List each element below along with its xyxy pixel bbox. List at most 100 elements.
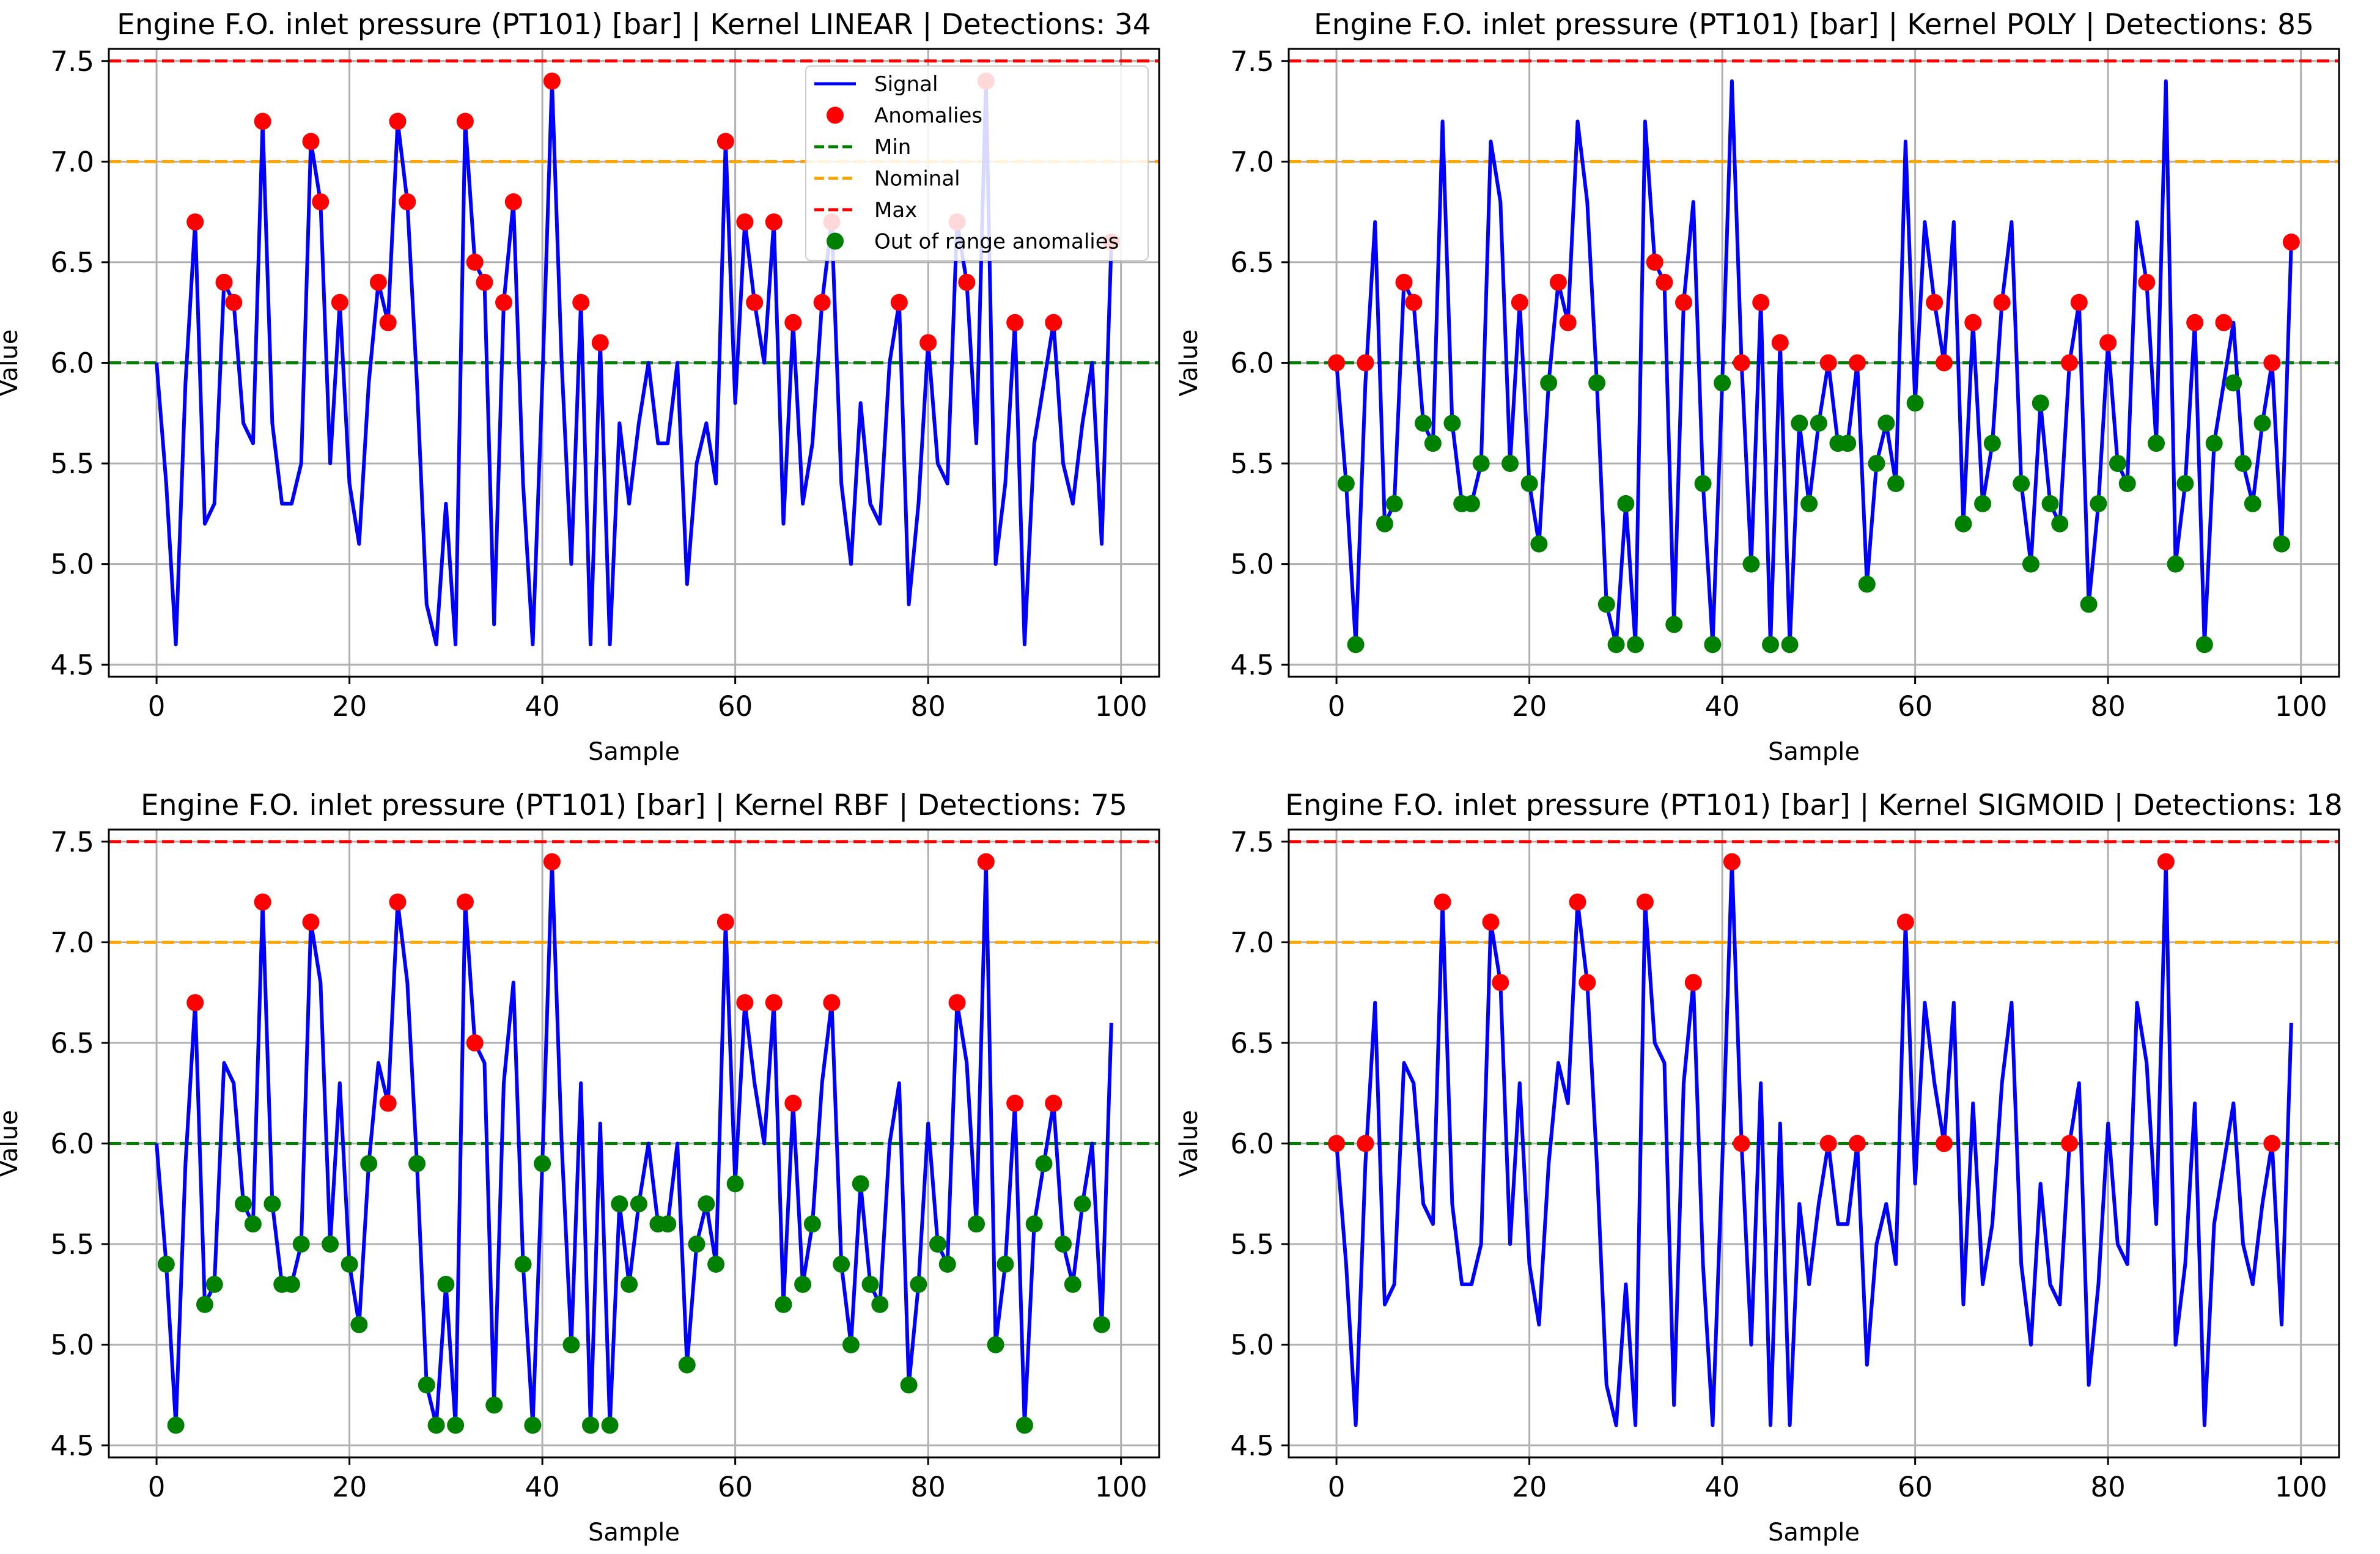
y-tick-label: 4.5 xyxy=(1230,1429,1274,1462)
out-of-range-point xyxy=(1064,1275,1081,1293)
anomaly-point xyxy=(2186,314,2204,331)
out-of-range-point xyxy=(1665,616,1683,633)
anomaly-point xyxy=(379,314,397,331)
anomaly-point xyxy=(302,133,320,150)
out-of-range-point xyxy=(871,1295,889,1313)
anomaly-point xyxy=(2070,293,2088,311)
x-tick-label: 40 xyxy=(525,1471,559,1503)
subplot-title: Engine F.O. inlet pressure (PT101) [bar]… xyxy=(117,8,1151,42)
anomaly-point xyxy=(572,293,590,311)
x-tick-label: 80 xyxy=(2091,1471,2126,1503)
out-of-range-point xyxy=(1376,515,1393,532)
out-of-range-point xyxy=(1597,595,1615,613)
out-of-range-point xyxy=(1617,495,1635,512)
out-of-range-point xyxy=(833,1256,850,1273)
out-of-range-point xyxy=(611,1195,628,1213)
out-of-range-point xyxy=(322,1235,339,1253)
out-of-range-point xyxy=(235,1195,252,1213)
out-of-range-point xyxy=(1704,636,1722,654)
anomaly-point xyxy=(1569,893,1586,911)
anomaly-point xyxy=(746,293,764,311)
out-of-range-point xyxy=(938,1256,956,1273)
out-of-range-point xyxy=(1424,435,1442,452)
anomaly-point xyxy=(254,893,271,911)
y-tick-label: 7.5 xyxy=(50,45,94,78)
anomaly-point xyxy=(1636,893,1654,911)
out-of-range-point xyxy=(794,1275,812,1293)
x-tick-label: 60 xyxy=(1898,1471,1932,1503)
anomaly-point xyxy=(717,133,734,150)
anomaly-point xyxy=(1511,293,1528,311)
anomaly-point xyxy=(466,1034,484,1051)
out-of-range-point xyxy=(1415,414,1432,432)
x-tick-label: 100 xyxy=(2275,690,2327,723)
signal-series-line xyxy=(155,79,1113,647)
anomaly-point xyxy=(379,1094,397,1112)
y-tick-label: 7.0 xyxy=(1230,145,1274,178)
y-tick-label: 5.5 xyxy=(1230,447,1274,480)
signal-series-line xyxy=(155,860,1113,1427)
anomaly-point xyxy=(369,273,387,291)
y-tick-label: 6.0 xyxy=(1230,1128,1274,1160)
out-of-range-point xyxy=(1954,515,1972,532)
y-tick-label: 5.0 xyxy=(50,1329,94,1361)
anomaly-point xyxy=(1559,314,1577,331)
out-of-range-point xyxy=(562,1336,580,1353)
anomaly-point xyxy=(1684,974,1702,992)
out-of-range-point xyxy=(2244,495,2261,512)
anomaly-point xyxy=(1045,314,1063,331)
out-of-range-point xyxy=(350,1316,368,1333)
out-of-range-point xyxy=(1347,636,1365,654)
x-tick-label: 40 xyxy=(1704,1471,1739,1503)
y-tick-label: 5.5 xyxy=(50,447,94,480)
anomaly-point xyxy=(456,893,474,911)
anomaly-point xyxy=(456,112,474,130)
out-of-range-point xyxy=(1742,555,1760,573)
y-axis-label: Value xyxy=(0,1110,23,1177)
out-of-range-point xyxy=(1800,495,1818,512)
anomaly-point xyxy=(1993,293,2011,311)
anomaly-point xyxy=(1964,314,1982,331)
y-tick-label: 5.5 xyxy=(1230,1228,1274,1261)
subplot-linear: Engine F.O. inlet pressure (PT101) [bar]… xyxy=(0,8,1160,766)
out-of-range-point xyxy=(1791,414,1808,432)
y-tick-label: 6.5 xyxy=(50,246,94,279)
y-tick-label: 5.0 xyxy=(50,548,94,581)
x-tick-label: 80 xyxy=(911,1471,946,1503)
plot-area: 0 20 40 60 80 100 4.5 5.0 5.5 6.0 6.5 7.0 7.5 xyxy=(1230,826,2340,1503)
legend-anomalies-marker xyxy=(827,106,844,124)
y-tick-label: 6.0 xyxy=(50,347,94,380)
anomaly-point xyxy=(254,112,271,130)
anomaly-point xyxy=(2061,1135,2079,1152)
out-of-range-point xyxy=(263,1195,281,1213)
out-of-range-point xyxy=(2080,595,2098,613)
out-of-range-point xyxy=(2118,475,2136,492)
anomaly-point xyxy=(1733,1135,1750,1152)
out-of-range-point xyxy=(2109,455,2126,473)
x-tick-label: 0 xyxy=(148,690,166,723)
y-tick-label: 5.0 xyxy=(1230,1329,1274,1361)
anomaly-point xyxy=(1492,974,1509,992)
out-of-range-point xyxy=(2090,495,2107,512)
out-of-range-point xyxy=(1762,636,1780,654)
anomaly-point xyxy=(331,293,348,311)
anomaly-point xyxy=(215,273,233,291)
legend-max-label: Max xyxy=(874,198,917,223)
out-of-range-point xyxy=(621,1275,638,1293)
out-of-range-point xyxy=(1385,495,1403,512)
out-of-range-point xyxy=(360,1155,378,1173)
y-axis-label: Value xyxy=(1175,1110,1203,1177)
x-tick-label: 80 xyxy=(911,690,946,723)
anomaly-point xyxy=(1848,354,1866,372)
legend-out-of-range-label: Out of range anomalies xyxy=(874,230,1119,254)
out-of-range-point xyxy=(601,1416,619,1434)
anomaly-point xyxy=(1549,273,1567,291)
y-tick-label: 6.5 xyxy=(50,1027,94,1059)
subplot-sigmoid: Engine F.O. inlet pressure (PT101) [bar]… xyxy=(1175,789,2343,1547)
y-tick-label: 6.0 xyxy=(1230,347,1274,380)
plot-area: 0 20 40 60 80 100 4.5 5.0 5.5 6.0 6.5 7.0 7.5 xyxy=(1230,45,2340,723)
anomaly-point xyxy=(1819,354,1837,372)
anomaly-point xyxy=(736,213,754,231)
y-tick-label: 4.5 xyxy=(1230,649,1274,681)
anomaly-point xyxy=(948,994,966,1012)
